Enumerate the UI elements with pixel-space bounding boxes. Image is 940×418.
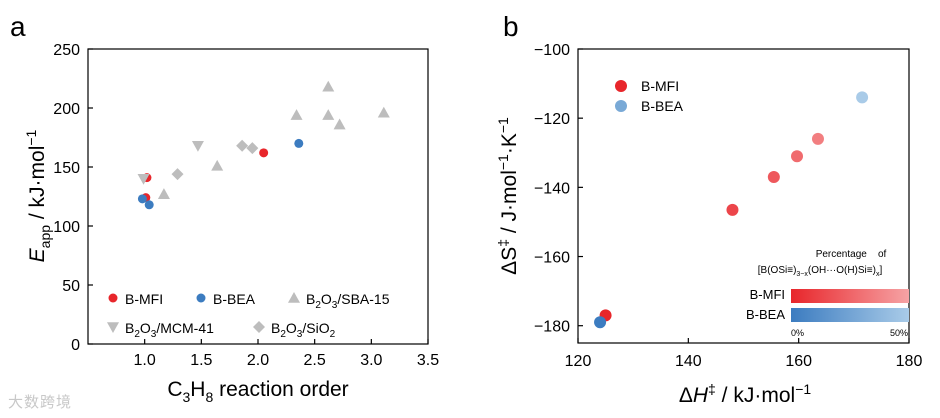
y-tick-label: 250 [53,42,80,59]
colorbar-row-bea-label: B-BEA [746,307,785,322]
data-point [171,168,184,181]
y-tick-label: 50 [62,278,80,295]
legend-label: B2O3/MCM-41 [125,320,214,340]
colorbar-right-tick: 50% [890,328,908,338]
legend-marker [615,100,627,112]
legend-marker [288,292,300,303]
watermark-logo: 大数跨境 [8,391,72,412]
colorbar-mfi-bar [791,289,909,303]
colorbar-title-line1: Percentage of [816,249,887,260]
y-tick-label: −140 [534,180,570,197]
data-point [811,132,824,145]
y-tick-label: 150 [53,160,80,177]
y-tick-label: −180 [534,319,570,336]
data-point [157,188,170,199]
data-point [246,142,259,155]
legend-marker [107,322,119,333]
data-point [594,316,607,329]
data-point [322,109,335,120]
y-tick-label: −100 [534,42,570,59]
legend-marker [253,321,265,333]
panel-a-label: a [10,11,26,42]
data-point [726,203,739,216]
legend-label: B-BEA [213,291,256,307]
panel-b-y-ticks: −180 −160 −140 −120 −100 [534,42,583,336]
data-point [294,138,304,148]
legend-marker [615,80,627,92]
panel-a-x-ticks: 1.0 1.5 2.0 2.5 3.0 3.5 [134,339,439,369]
data-point [322,80,335,92]
y-tick-label: 200 [53,101,80,118]
y-tick-label: 0 [71,337,80,354]
x-tick-label: 3.0 [360,352,382,369]
legend-label: B-MFI [641,78,679,94]
panel-a-y-title: Eapp / kJ·mol−1 [23,129,53,262]
colorbar-title-line2: [B(OSi≡)3−x(OH···O(H)Si≡)x] [758,265,883,278]
data-point [211,159,224,171]
panel-a-x-title: C3H8 reaction order [167,378,348,405]
x-tick-label: 3.5 [417,352,439,369]
panel-b-label: b [503,11,519,42]
y-tick-label: −120 [534,111,570,128]
data-point [856,91,869,104]
legend-marker [196,293,206,303]
panel-a-chart: 1.0 1.5 2.0 2.5 3.0 3.5 0 50 100 150 200 250 B-MFI… [53,42,439,369]
x-tick-label: 1.5 [190,352,212,369]
panel-a-y-ticks: 0 50 100 150 200 250 [53,42,93,354]
panel-b-colorbar: Percentage of [B(OSi≡)3−x(OH···O(H)Si≡)x… [746,249,909,338]
data-point [137,194,147,204]
x-tick-label: 1.0 [134,352,156,369]
legend-label: B-BEA [641,98,684,114]
data-point [144,200,154,210]
panel-b-points [594,91,869,329]
panel-a-legend: B-MFI B-BEA B2O3/SBA-15 B2O3/MCM-41 B2O3/SiO… [107,291,390,340]
data-point [333,118,346,130]
legend-label: B2O3/SiO2 [271,320,336,340]
colorbar-left-tick: 0% [791,328,804,338]
data-point [259,148,269,158]
colorbar-bea-bar [791,308,909,322]
colorbar-row-mfi-label: B-MFI [750,287,785,302]
panel-b-y-title: ΔS‡ / J·mol−1·K−1 [495,117,521,275]
panel-b-legend: B-MFI B-BEA [615,78,684,114]
panel-b-frame [577,48,910,344]
data-point [767,170,780,183]
x-tick-label: 2.5 [304,352,326,369]
panel-b-x-title: ΔH‡ / kJ·mol−1 [679,381,812,407]
data-point [191,140,204,152]
legend-marker [108,293,118,303]
x-tick-label: 160 [785,353,812,370]
panel-a-points [137,80,390,210]
data-point [377,106,390,118]
watermark-text: 大数跨境 [8,393,73,411]
data-point [137,174,150,185]
x-tick-label: 180 [896,353,923,370]
panel-b-chart: 120 140 160 180 −180−160−140−120−100 B-MFIB… [534,42,922,370]
x-tick-label: 140 [675,353,702,370]
y-tick-label: 100 [53,219,80,236]
legend-label: B2O3/SBA-15 [306,291,390,311]
data-point [236,139,249,152]
data-point [290,109,303,120]
x-tick-label: 2.0 [247,352,269,369]
panel-b-x-ticks: 120 140 160 180 [565,338,923,370]
x-tick-label: 120 [565,353,592,370]
data-point [791,150,804,163]
y-tick-label: −160 [534,250,570,267]
legend-label: B-MFI [125,291,163,307]
